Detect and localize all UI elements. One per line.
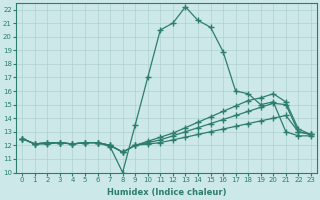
X-axis label: Humidex (Indice chaleur): Humidex (Indice chaleur) [107,188,226,197]
